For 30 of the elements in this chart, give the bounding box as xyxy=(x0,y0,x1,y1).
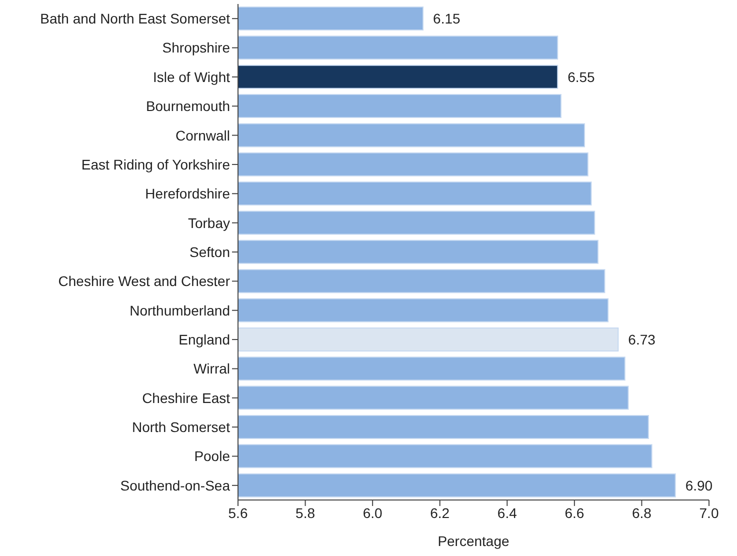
y-tick-label: Isle of Wight xyxy=(152,68,230,85)
x-tick-label: 6.2 xyxy=(430,504,450,521)
y-tick-label: East Riding of Yorkshire xyxy=(81,156,230,172)
y-tick-label: Southend-on-Sea xyxy=(120,477,230,494)
y-tick-label: Cornwall xyxy=(176,127,230,144)
x-tick-label: 6.4 xyxy=(497,504,518,521)
y-tick-label: Cheshire East xyxy=(142,390,230,406)
data-label: 6.73 xyxy=(628,331,656,348)
y-tick-label: Torbay xyxy=(188,214,230,231)
x-tick-label: 6.8 xyxy=(632,504,652,521)
x-tick-label: 5.8 xyxy=(296,504,316,521)
y-tick-label: Bath and North East Somerset xyxy=(40,10,230,27)
y-tick-label: Poole xyxy=(194,448,230,464)
x-tick-label: 6.6 xyxy=(564,504,584,521)
x-tick-label: 7.0 xyxy=(699,504,719,521)
data-label: 6.55 xyxy=(568,68,596,85)
y-tick-label: Cheshire West and Chester xyxy=(58,273,230,290)
y-tick-label: Wirral xyxy=(193,360,230,377)
y-tick-label: Northumberland xyxy=(130,302,230,318)
y-tick-label: North Somerset xyxy=(132,419,230,436)
y-tick-label: Shropshire xyxy=(162,40,230,56)
x-axis-title: Percentage xyxy=(438,533,510,549)
data-label: 6.15 xyxy=(433,10,460,26)
x-tick-label: 6.0 xyxy=(362,504,383,521)
y-tick-label: Bournemouth xyxy=(146,98,230,114)
y-tick-label: England xyxy=(178,332,230,348)
data-label: 6.90 xyxy=(685,477,713,494)
y-tick-label: Sefton xyxy=(190,244,230,260)
y-tick-label: Herefordshire xyxy=(145,186,230,202)
x-tick-label: 5.6 xyxy=(228,504,248,521)
